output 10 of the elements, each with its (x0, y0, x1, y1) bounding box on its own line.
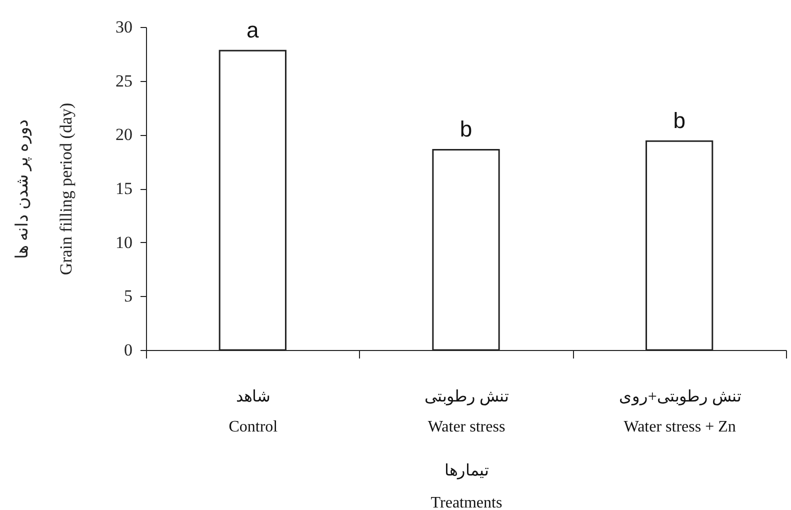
y-tick-label: 5 (124, 286, 132, 306)
y-tick-label: 0 (124, 340, 132, 360)
y-tick-label: 20 (116, 125, 132, 144)
y-tick-label: 30 (116, 18, 132, 36)
y-tick-label: 25 (116, 71, 132, 90)
y-tick-label: 10 (116, 232, 132, 252)
annotation: b (460, 116, 472, 142)
annotation: a (246, 18, 260, 43)
y-tick-label: 15 (116, 179, 132, 198)
annotation: b (673, 108, 686, 134)
